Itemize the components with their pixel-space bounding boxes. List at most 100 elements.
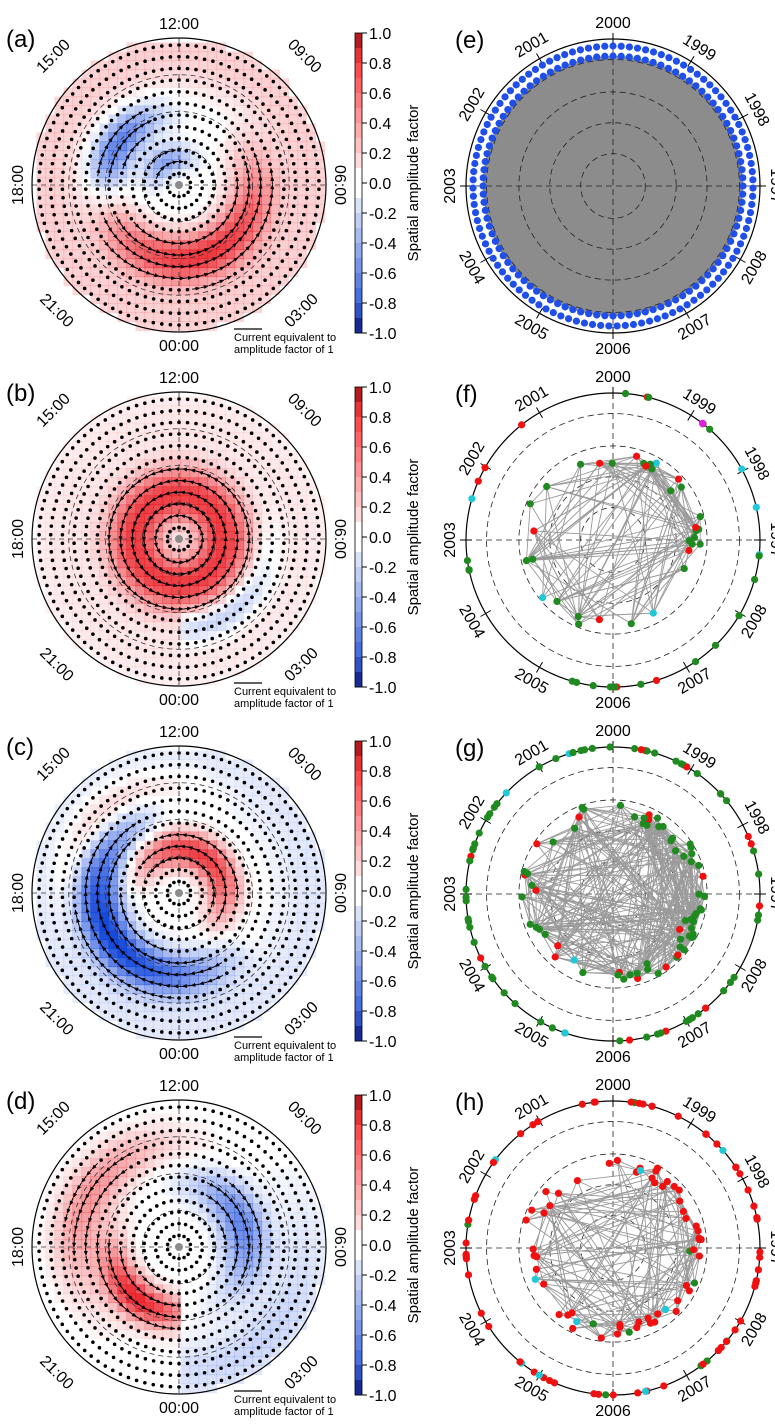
amplitude-cell [261,114,272,125]
amplitude-cell [162,786,173,797]
panel-label: (c) [6,734,34,761]
current-dot [89,74,94,78]
amplitude-cell [243,777,254,788]
amplitude-cell [144,105,155,116]
amplitude-cell [261,1266,272,1277]
amplitude-cell [153,294,164,305]
amplitude-cell [225,1230,236,1241]
current-dot [177,420,181,425]
current-dot [126,667,131,672]
amplitude-cell [297,540,308,551]
amplitude-cell [198,858,209,869]
current-dot [290,566,294,571]
current-dot [104,125,108,129]
amplitude-cell [189,141,200,152]
amplitude-cell [243,1176,254,1187]
amplitude-cell [180,42,191,53]
amplitude-cell [153,321,164,332]
amplitude-cell [234,486,245,497]
current-dot [177,751,181,755]
amplitude-cell [135,1284,146,1295]
current-dot [256,991,261,996]
current-dot [227,667,232,672]
amplitude-cell [216,1194,227,1205]
current-dot [278,212,282,217]
amplitude-cell [261,1257,272,1268]
colorbar-step [355,1011,362,1027]
amplitude-cell [216,1212,227,1223]
amplitude-cell [126,630,137,641]
current-dot [304,170,309,174]
amplitude-cell [243,87,254,98]
current-arrow [245,167,250,177]
current-dot [177,78,181,82]
amplitude-cell [99,468,110,479]
colorbar-step [355,462,362,478]
amplitude-cell [108,822,119,833]
current-dot [284,936,289,941]
amplitude-cell [36,930,47,941]
current-dot [210,83,215,88]
current-dot [86,516,90,521]
amplitude-cell [126,405,137,416]
amplitude-cell [252,540,263,551]
current-dot [194,410,198,414]
amplitude-cell [90,912,101,923]
current-arrow [122,160,126,170]
amplitude-cell [189,249,200,260]
amplitude-cell [108,921,119,932]
amplitude-cell [126,249,137,260]
amplitude-cell [189,540,200,551]
amplitude-cell [270,585,281,596]
current-dot [185,763,190,767]
current-dot [217,453,222,457]
amplitude-cell [63,585,74,596]
colorbar-step [355,801,362,817]
amplitude-cell [144,321,155,332]
amplitude-cell [171,657,182,668]
amplitude-cell [225,195,236,206]
current-dot [258,603,263,608]
amplitude-cell [225,639,236,650]
current-dot [127,288,132,293]
amplitude-cell [153,1113,164,1124]
amplitude-cell [45,585,56,596]
current-arrow [115,570,121,579]
current-dot [210,437,215,442]
current-arrow [190,982,200,987]
amplitude-cell [135,849,146,860]
current-dot [211,59,215,64]
panel-label: (d) [6,1088,35,1115]
amplitude-cell [234,885,245,896]
amplitude-cell [225,60,236,71]
amplitude-cell [234,132,245,143]
current-dot [263,242,268,247]
amplitude-cell [216,966,227,977]
current-dot [82,994,87,999]
current-dot [172,901,176,906]
amplitude-cell [279,477,290,488]
amplitude-cell [171,849,182,860]
amplitude-cell [54,531,65,542]
current-dot [97,991,102,996]
current-dot [233,802,237,807]
amplitude-cell [297,123,308,134]
current-dot [111,647,116,652]
colorbar-tick-label: -0.4 [369,590,397,607]
scale-note-line2: amplitude factor of 1 [234,1052,334,1064]
current-dot [185,432,190,437]
current-dot [304,878,309,882]
current-dot [168,653,173,658]
amplitude-cell [81,867,92,878]
amplitude-cell [171,105,182,116]
current-dot [143,83,148,88]
current-dot [177,206,181,211]
current-dot [282,532,286,537]
amplitude-cell [225,1248,236,1259]
amplitude-cell [81,105,92,116]
amplitude-cell [315,1275,326,1286]
current-dot [219,1024,224,1029]
amplitude-cell [72,831,83,842]
current-dot [219,931,224,935]
amplitude-cell [171,939,182,950]
